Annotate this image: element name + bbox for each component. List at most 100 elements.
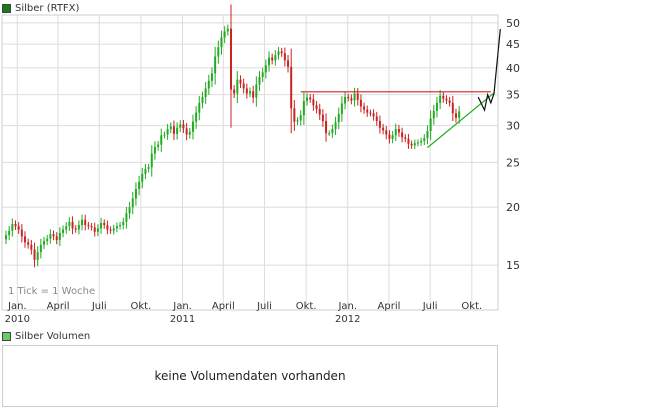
candle-body <box>249 91 251 94</box>
candle-body <box>264 65 267 73</box>
candle-body <box>236 79 239 94</box>
candle-body <box>306 97 309 102</box>
candle-body <box>356 93 359 100</box>
candle-body <box>277 51 280 56</box>
candle-body <box>432 110 435 119</box>
candle-body <box>413 143 416 146</box>
candle-body <box>274 55 277 61</box>
overlay-projection <box>477 28 501 113</box>
candle-body <box>435 102 438 111</box>
price-legend: Silber (RTFX) <box>2 2 79 14</box>
x-year-label: 2010 <box>5 314 30 325</box>
candle-body <box>378 121 381 128</box>
candle-body <box>223 31 226 38</box>
candle-body <box>448 100 451 103</box>
candle-body <box>147 167 150 169</box>
candle-body <box>217 47 220 57</box>
candle-body <box>74 228 77 230</box>
volume-legend-label: Silber Volumen <box>15 330 91 342</box>
y-tick-label: 45 <box>506 38 520 51</box>
candle-body <box>242 83 245 89</box>
candle-body <box>458 111 461 118</box>
candle-body <box>344 96 347 104</box>
candle-body <box>77 225 80 230</box>
candle-body <box>195 112 198 122</box>
candle-body <box>445 98 448 101</box>
candle-body <box>325 121 328 134</box>
y-tick-label: 30 <box>506 120 520 133</box>
candle-body <box>271 57 274 61</box>
candle-body <box>71 221 74 229</box>
x-tick-label: Okt. <box>131 301 152 312</box>
price-legend-label: Silber (RTFX) <box>15 2 80 14</box>
x-year-label: 2012 <box>335 314 360 325</box>
candle-body <box>404 137 407 139</box>
x-tick-label: Jan. <box>7 301 27 312</box>
candle-body <box>150 153 153 168</box>
y-tick-label: 35 <box>506 89 520 102</box>
candle-body <box>337 113 340 123</box>
candle-body <box>210 73 213 81</box>
candle-body <box>112 228 115 231</box>
candle-body <box>255 84 258 98</box>
candle-body <box>125 213 128 222</box>
candle-body <box>372 113 375 117</box>
candle-body <box>191 121 194 132</box>
candle-body <box>90 226 93 228</box>
candle-body <box>96 228 99 232</box>
candle-body <box>420 140 423 143</box>
candle-body <box>426 131 429 139</box>
candle-body <box>182 124 185 129</box>
y-tick-label: 25 <box>506 156 520 169</box>
candle-body <box>119 225 122 227</box>
candle-body <box>20 229 23 237</box>
candle-body <box>84 219 87 226</box>
candle-body <box>176 127 179 134</box>
candle-body <box>397 129 400 133</box>
candle-body <box>280 51 283 54</box>
x-tick-label: Juli <box>422 301 438 312</box>
candle-body <box>350 98 353 101</box>
overlay-support-trend <box>427 92 495 149</box>
candle-body <box>423 138 426 141</box>
candle-body <box>391 135 394 139</box>
candle-body <box>128 207 131 214</box>
candle-body <box>429 118 432 132</box>
y-tick-label: 15 <box>506 259 520 272</box>
candle-body <box>214 56 217 74</box>
candle-body <box>410 143 413 146</box>
candle-body <box>239 79 242 84</box>
candle-body <box>312 99 315 106</box>
candle-body <box>24 236 27 243</box>
x-tick-label: April <box>47 301 70 312</box>
candle-body <box>30 244 33 250</box>
candle-body <box>258 77 261 85</box>
candle-body <box>334 122 337 130</box>
candle-body <box>141 173 144 182</box>
candle-body <box>33 249 36 260</box>
candle-body <box>179 124 182 128</box>
candle-body <box>382 127 385 131</box>
candle-body <box>8 230 11 236</box>
candle-body <box>122 221 125 226</box>
candle-body <box>233 89 236 94</box>
y-tick-label: 40 <box>506 62 520 75</box>
volume-panel: keine Volumendaten vorhanden <box>2 345 498 407</box>
volume-legend: Silber Volumen <box>2 330 90 342</box>
candle-body <box>198 102 201 113</box>
x-tick-label: Jan. <box>172 301 192 312</box>
candle-body <box>290 66 293 109</box>
candle-body <box>375 116 378 122</box>
price-chart: 15 20 25 30 35 40 45 50 Jan. 2010 April Juli Okt. Jan… <box>1 4 520 325</box>
candle-body <box>185 128 188 135</box>
candle-body <box>46 238 49 242</box>
candle-body <box>115 226 118 229</box>
candle-body <box>144 168 147 174</box>
candle-body <box>17 226 20 230</box>
candle-body <box>388 134 391 139</box>
candle-body <box>442 95 445 99</box>
candle-body <box>385 130 388 135</box>
candle-body <box>331 129 334 134</box>
x-tick-label: Jan. <box>337 301 357 312</box>
candle-body <box>43 241 46 245</box>
